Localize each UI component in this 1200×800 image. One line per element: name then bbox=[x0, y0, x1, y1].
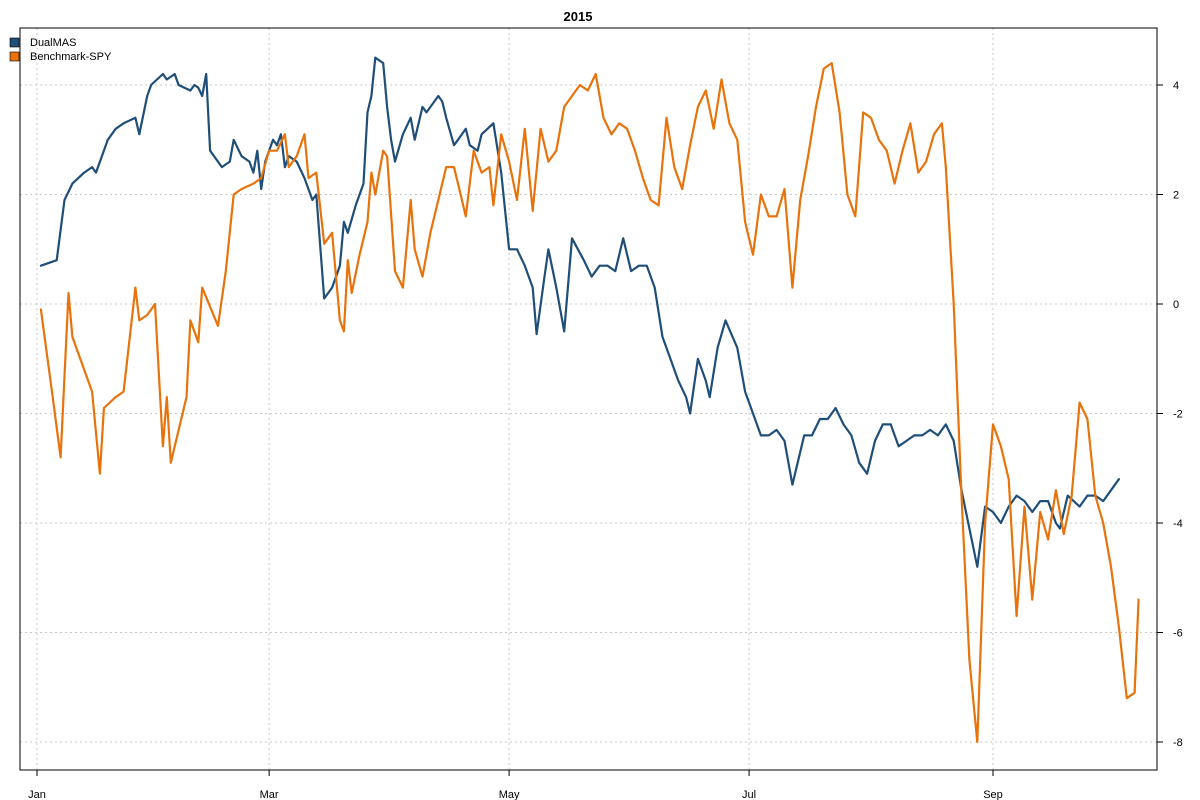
legend: DualMAS Benchmark-SPY bbox=[9, 37, 112, 63]
y-tick-label: -6 bbox=[1173, 628, 1183, 640]
y-axis: -8 -6 -4 -2 0 2 4 bbox=[1157, 80, 1183, 749]
y-tick-label: -8 bbox=[1173, 737, 1183, 749]
y-tick-label: 4 bbox=[1173, 80, 1179, 92]
y-tick-label: -2 bbox=[1173, 409, 1183, 421]
y-tick-label: 0 bbox=[1173, 299, 1179, 311]
x-tick-label: May bbox=[499, 789, 520, 800]
grid bbox=[20, 28, 1157, 770]
y-tick-label: 2 bbox=[1173, 190, 1179, 202]
plot-frame bbox=[19, 27, 1158, 771]
legend-swatch bbox=[9, 37, 20, 48]
series-layer bbox=[39, 56, 1140, 744]
series-line-dualmas bbox=[39, 56, 1120, 568]
x-tick-label: Sep bbox=[983, 789, 1003, 800]
x-tick-label: Jul bbox=[742, 789, 756, 800]
legend-swatch bbox=[9, 51, 20, 62]
legend-label: DualMAS bbox=[30, 37, 76, 49]
y-tick-label: -4 bbox=[1173, 518, 1183, 530]
x-tick-label: Jan bbox=[28, 789, 46, 800]
chart-title: 2015 bbox=[564, 9, 593, 24]
series-line-benchmark-spy bbox=[39, 62, 1140, 744]
x-tick-label: Mar bbox=[260, 789, 279, 800]
x-axis: Jan Mar May Jul Sep bbox=[28, 770, 1003, 800]
legend-label: Benchmark-SPY bbox=[30, 51, 112, 63]
